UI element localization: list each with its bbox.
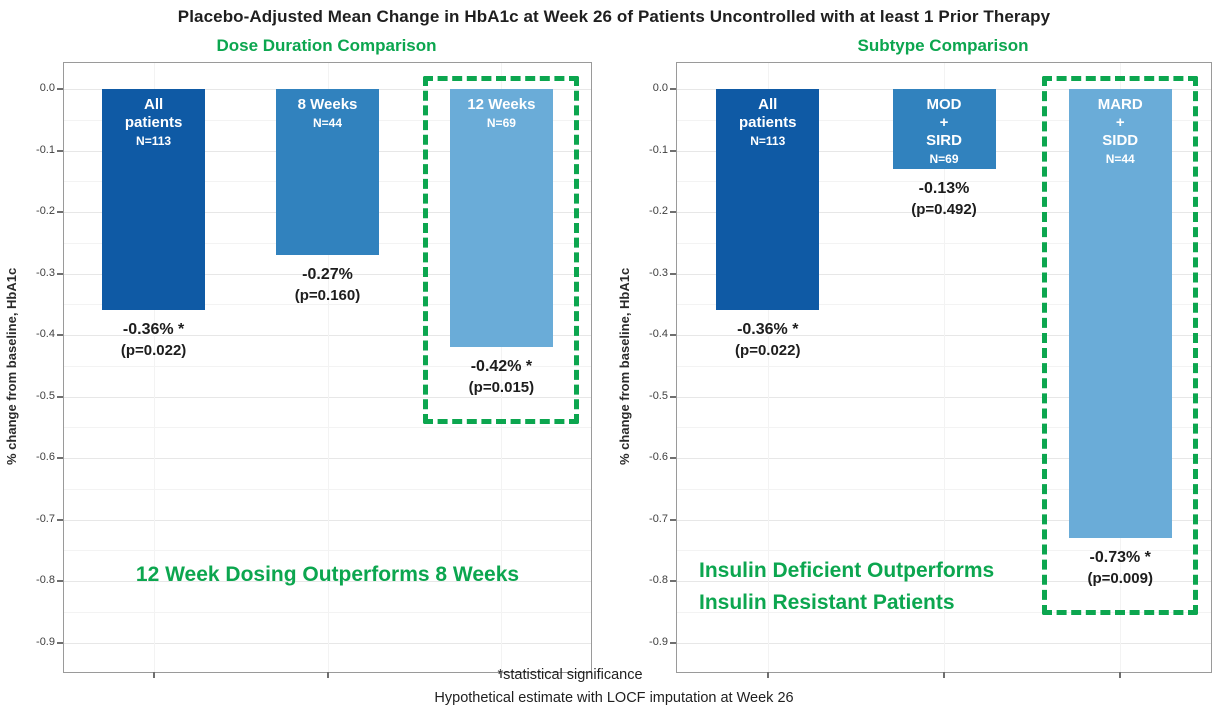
bar-mod-sird: MOD + SIRD N=69: [892, 89, 996, 169]
y-tick: [57, 518, 63, 521]
bar-n-label: N=44: [312, 116, 343, 130]
y-tick-label: -0.5: [649, 389, 668, 402]
y-tick: [57, 641, 63, 644]
value-label: -0.27% (p=0.160): [294, 266, 361, 305]
y-tick-label: -0.6: [36, 451, 55, 463]
y-tick-label: -0.4: [649, 328, 668, 340]
gridline-vertical: [767, 63, 769, 672]
figure-title: Placebo-Adjusted Mean Change in HbA1c at…: [177, 7, 1051, 26]
y-tick-label: -0.6: [649, 451, 668, 463]
y-tick: [670, 395, 676, 398]
value-label: -0.42% * (p=0.015): [468, 358, 535, 397]
gridline-vertical: [153, 63, 155, 672]
y-tick-label: -0.7: [649, 512, 668, 525]
plot-dose-duration: All patients N=113 8 Weeks N=44 12 Weeks…: [36, 62, 592, 678]
y-tick-label: 0.0: [39, 82, 55, 94]
x-tick: [500, 672, 503, 678]
gridline-vertical: [501, 63, 503, 672]
bar-mard-sidd: MARD + SIDD N=44: [1068, 89, 1172, 538]
y-tick-label: -0.7: [36, 512, 55, 525]
y-tick: [57, 88, 63, 90]
y-tick-label: -0.8: [649, 574, 668, 586]
y-tick: [670, 211, 676, 213]
y-tick: [57, 334, 63, 336]
bar-label: 12 Weeks: [467, 96, 536, 113]
y-tick: [670, 149, 676, 152]
y-tick: [670, 518, 676, 521]
bar-n-label: N=44: [1105, 152, 1135, 166]
bar-label: 8 Weeks: [297, 96, 358, 113]
y-tick-label: -0.4: [36, 328, 55, 340]
value-label: -0.73% * (p=0.009): [1087, 548, 1153, 587]
bar-n-label: N=69: [486, 116, 516, 130]
highlight-box: [423, 76, 580, 425]
y-tick: [57, 272, 63, 275]
y-tick: [57, 457, 63, 459]
y-tick-label: -0.1: [649, 143, 668, 156]
y-tick: [670, 334, 676, 336]
bar-12-weeks: 12 Weeks N=69: [449, 89, 553, 348]
y-tick-label: -0.9: [36, 635, 55, 648]
y-tick-label: -0.2: [36, 205, 55, 217]
bar-n-label: N=113: [750, 134, 786, 148]
y-tick: [670, 457, 676, 459]
x-tick: [152, 672, 155, 678]
bar-label: All patients: [124, 96, 183, 131]
panel-title-dose-duration: Dose Duration Comparison: [216, 36, 437, 55]
y-tick-label: -0.5: [36, 389, 55, 402]
bar-8-weeks: 8 Weeks N=44: [276, 89, 379, 256]
estimate-note: Hypothetical estimate with LOCF imputati…: [434, 690, 794, 706]
annotation-subtype: Insulin Deficient Outperforms Insulin Re…: [699, 559, 995, 614]
significance-note: *statistical significance: [497, 667, 643, 683]
bar-all-patients: All patients N=113: [716, 89, 820, 311]
gridline-vertical: [327, 63, 329, 672]
panel-title-subtype: Subtype Comparison: [857, 36, 1029, 55]
y-tick-label: -0.8: [36, 574, 55, 586]
x-tick: [1119, 672, 1122, 678]
bar-all-patients: All patients N=113: [102, 89, 206, 311]
y-tick: [670, 580, 676, 582]
y-tick: [670, 272, 676, 275]
highlight-box: [1042, 76, 1199, 615]
value-label: -0.13% (p=0.492): [911, 179, 977, 218]
x-tick: [943, 672, 945, 678]
y-tick-label: -0.9: [649, 635, 668, 648]
y-tick: [57, 580, 63, 582]
y-tick-label: -0.3: [36, 266, 55, 279]
y-tick: [57, 395, 63, 398]
y-tick: [57, 149, 63, 152]
value-label: -0.36% * (p=0.022): [735, 321, 801, 360]
y-tick: [57, 211, 63, 213]
y-tick: [670, 641, 676, 644]
value-label: -0.36% * (p=0.022): [120, 321, 187, 360]
x-tick: [766, 672, 769, 678]
annotation-dose-duration: 12 Week Dosing Outperforms 8 Weeks: [135, 563, 520, 586]
plot-subtype: All patients N=113 MOD + SIRD N=69 MARD …: [649, 62, 1212, 678]
bar-label: All patients: [739, 96, 797, 131]
y-tick-label: -0.1: [36, 143, 55, 156]
y-tick-label: -0.2: [649, 205, 668, 217]
gridline-vertical: [944, 63, 945, 672]
x-tick: [326, 672, 329, 678]
y-tick-label: -0.3: [649, 266, 668, 279]
bar-n-label: N=69: [929, 152, 959, 166]
y-tick-label: 0.0: [652, 82, 668, 94]
bar-label: MARD + SIDD: [1097, 96, 1143, 149]
bar-n-label: N=113: [136, 134, 172, 148]
y-tick: [670, 88, 676, 90]
bar-label: MOD + SIRD: [926, 96, 962, 149]
